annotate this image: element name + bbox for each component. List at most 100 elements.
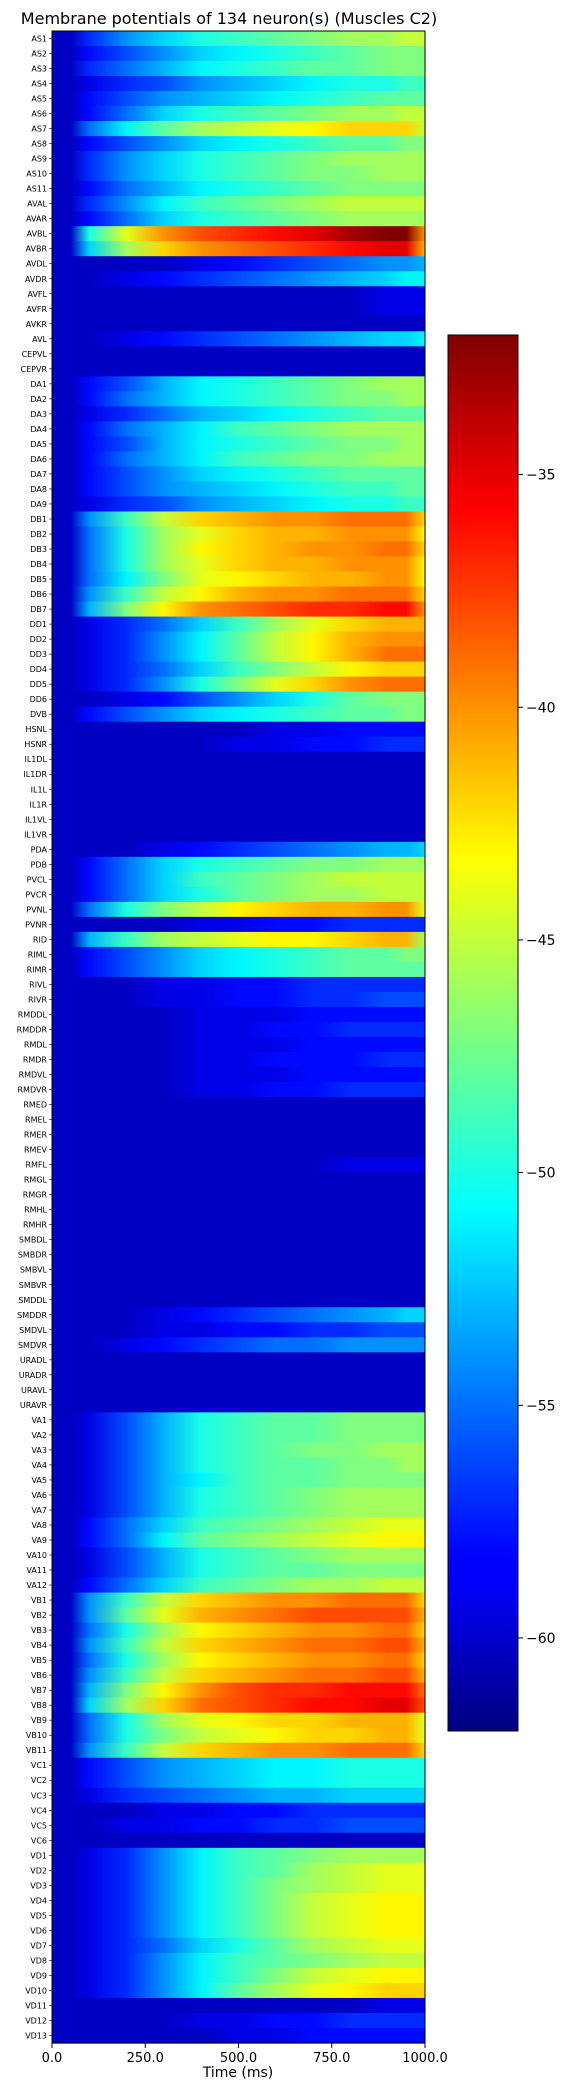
neuron-label: DB7 [30, 605, 47, 614]
neuron-label: VB3 [31, 1626, 47, 1635]
heatmap-row-rivl [52, 976, 425, 993]
neuron-label: VC6 [31, 1836, 47, 1845]
heatmap-row-vc3 [52, 1787, 425, 1804]
x-tick-label: 1000.0 [402, 2051, 448, 2066]
neuron-label: DD4 [30, 665, 47, 674]
neuron-label: RMGR [23, 1191, 48, 1200]
neuron-label: PVNR [25, 920, 47, 929]
heatmap-row-da5 [52, 436, 425, 453]
heatmap-row-db4 [52, 556, 425, 573]
neuron-label: RIML [28, 950, 48, 959]
neuron-label: AVAL [27, 200, 47, 209]
neuron-label: SMDVL [19, 1326, 47, 1335]
heatmap-row-il1l [52, 781, 425, 798]
neuron-label: VB7 [31, 1686, 47, 1695]
x-axis: 0.0 250.0 500.0 750.0 1000.0 [42, 2043, 448, 2066]
heatmap-row-dd4 [52, 661, 425, 678]
heatmap-row-aval [52, 196, 425, 212]
heatmap-row-vb6 [52, 1667, 425, 1684]
neuron-label: VA6 [31, 1491, 47, 1500]
heatmap-row-va5 [52, 1472, 425, 1489]
heatmap-row-vc6 [52, 1832, 425, 1849]
heatmap-row-db1 [52, 511, 425, 528]
x-tick-label: 250.0 [127, 2051, 164, 2066]
neuron-label: RMDVR [17, 1086, 47, 1095]
neuron-label: AS11 [26, 185, 47, 194]
heatmap-row-as5 [52, 91, 425, 107]
heatmap-row-vd1 [52, 1847, 425, 1864]
heatmap-row-da9 [52, 496, 425, 513]
neuron-label: VA3 [31, 1446, 47, 1455]
x-tick-label: 750.0 [313, 2051, 350, 2066]
heatmap-row-vd10 [52, 1982, 425, 1999]
neuron-label: AVAR [26, 215, 47, 224]
neuron-label: AS9 [31, 155, 47, 164]
heatmap-row-smbvr [52, 1277, 425, 1293]
heatmap-row-va4 [52, 1457, 425, 1474]
neuron-label: SMBVL [20, 1266, 48, 1275]
neuron-label: IL1VR [24, 830, 47, 839]
neuron-label: IL1L [31, 785, 48, 794]
heatmap-row-va10 [52, 1547, 425, 1564]
neuron-label: SMBVR [19, 1281, 48, 1290]
colorbar-tick-label: −40 [526, 700, 556, 716]
heatmap-row-db5 [52, 571, 425, 588]
heatmap-row-rmdr [52, 1052, 425, 1068]
heatmap-row-da6 [52, 451, 425, 468]
neuron-label: VD6 [30, 1926, 47, 1935]
neuron-label: RIVL [29, 980, 47, 989]
neuron-label: AVFR [26, 305, 47, 314]
heatmap-row-vc5 [52, 1817, 425, 1834]
neuron-label: VB8 [31, 1701, 47, 1710]
neuron-label: RIVR [28, 995, 47, 1004]
neuron-label: DB1 [30, 515, 47, 524]
heatmap-row-va12 [52, 1577, 425, 1594]
heatmap-row-as6 [52, 106, 425, 122]
heatmap-row-hsnr [52, 736, 425, 753]
heatmap-row-vc2 [52, 1772, 425, 1789]
heatmap-row-rmdvl [52, 1067, 425, 1083]
neuron-label: VD8 [30, 1956, 47, 1965]
heatmap-row-vb3 [52, 1622, 425, 1639]
heatmap-row-vd12 [52, 2012, 425, 2029]
heatmap-row-rmddr [52, 1021, 425, 1038]
neuron-label: DD2 [30, 635, 47, 644]
neuron-label: AS7 [31, 125, 47, 134]
heatmap-row-rmgl [52, 1172, 425, 1188]
heatmap-row-vd13 [52, 2027, 425, 2044]
neuron-label: VD2 [30, 1866, 47, 1875]
heatmap-row-vb8 [52, 1697, 425, 1714]
neuron-label: VA5 [31, 1476, 47, 1485]
neuron-label: VC2 [31, 1776, 47, 1785]
neuron-label: VD3 [30, 1881, 47, 1890]
neuron-label: VB10 [26, 1731, 47, 1740]
heatmap-row-cepvr [52, 361, 425, 377]
neuron-label: VA12 [26, 1581, 47, 1590]
colorbar-tick-label: −35 [526, 468, 556, 484]
neuron-label: DA2 [30, 395, 47, 404]
neuron-label: DA5 [30, 440, 47, 449]
heatmap-row-da2 [52, 391, 425, 407]
neuron-label: HSNL [25, 725, 47, 734]
heatmap-row-vd4 [52, 1892, 425, 1909]
neuron-label: RMEL [25, 1116, 48, 1125]
neuron-label: DA1 [30, 380, 47, 389]
heatmap-row-vc4 [52, 1802, 425, 1819]
neuron-label: DA3 [30, 410, 47, 419]
neuron-label: VD4 [30, 1896, 47, 1905]
heatmap-row-dd5 [52, 676, 425, 693]
heatmap-row-vb11 [52, 1742, 425, 1759]
neuron-label: SMBDR [18, 1251, 48, 1260]
colorbar [447, 334, 519, 1732]
neuron-label: VC4 [31, 1806, 47, 1815]
heatmap-row-vd8 [52, 1952, 425, 1969]
heatmap-row-as7 [52, 121, 425, 137]
heatmap-row-avdl [52, 256, 425, 272]
heatmap-row-pda [52, 841, 425, 858]
heatmap-row-da1 [52, 376, 425, 392]
neuron-label: DB4 [30, 560, 47, 569]
neuron-label: DD6 [30, 695, 47, 704]
neuron-label: DD5 [30, 680, 47, 689]
neuron-label: AVKR [26, 320, 48, 329]
